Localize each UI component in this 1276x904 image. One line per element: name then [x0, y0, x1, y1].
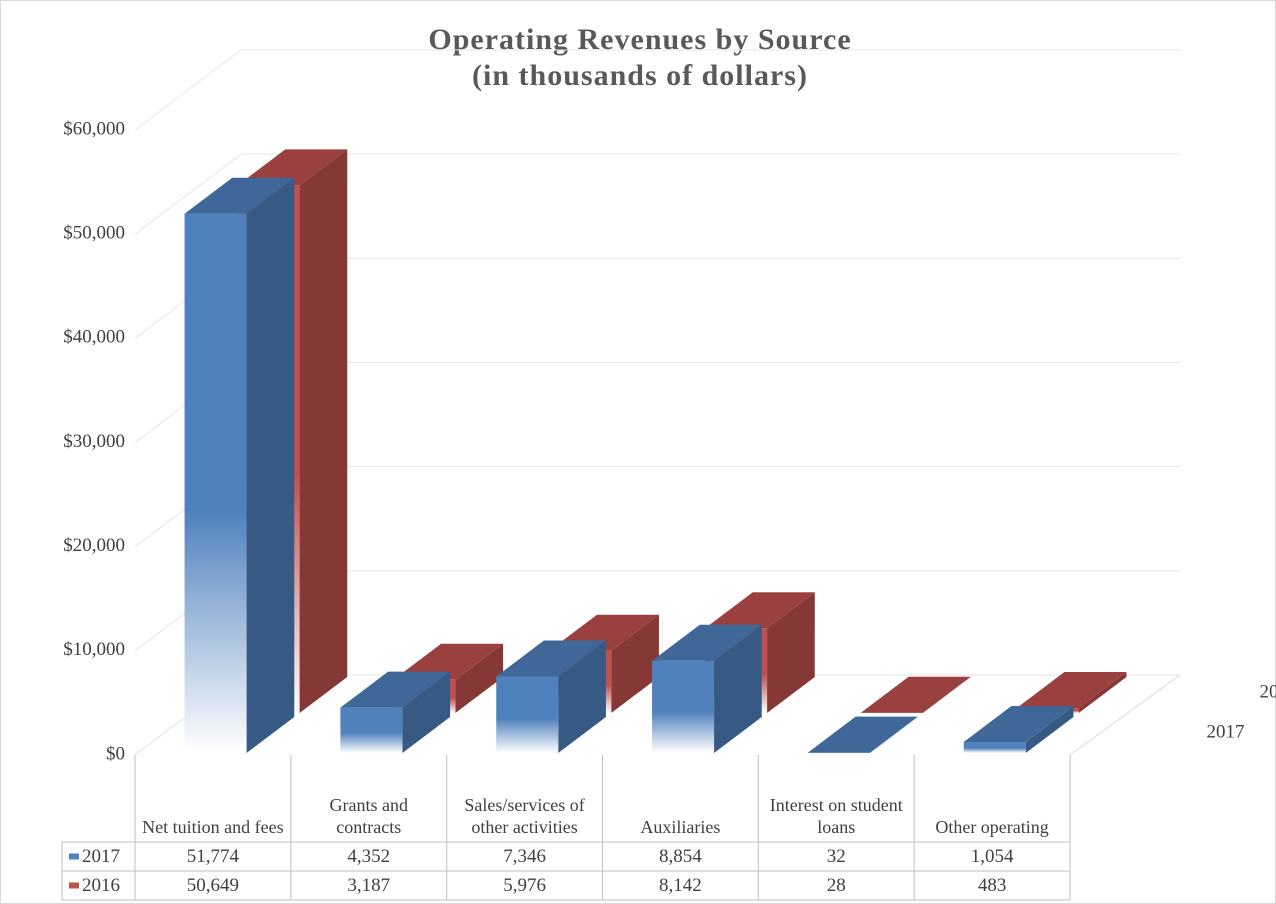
x-tick-label: Grants and contracts	[329, 795, 408, 837]
x-tick-label: Other operating	[935, 817, 1049, 837]
bar-top	[705, 592, 815, 629]
bar-side	[1025, 706, 1074, 753]
bar-top	[340, 671, 451, 708]
bar-side	[558, 640, 606, 753]
table-value: 8,854	[659, 846, 702, 867]
table-value: 50,649	[187, 875, 239, 896]
bar-top	[496, 640, 606, 677]
y-tick-label: $60,000	[63, 118, 125, 139]
bar	[496, 676, 559, 753]
bar	[184, 213, 247, 753]
x-tick-label: Sales/services of other activities	[464, 795, 585, 837]
y-tick-label: $20,000	[63, 535, 125, 556]
depth-label: 2016	[1260, 681, 1276, 702]
bar-side	[455, 643, 504, 713]
table-value: 3,187	[347, 875, 390, 896]
bar-top	[184, 177, 295, 214]
table-value: 8,142	[659, 875, 702, 896]
x-tick-label: Interest on student loans	[769, 795, 903, 837]
bar-side	[246, 177, 295, 753]
y-tick-label: $10,000	[63, 639, 125, 660]
bar-top	[237, 149, 348, 186]
legend-label: 2017	[82, 846, 120, 867]
bar-side	[767, 592, 815, 713]
x-tick-label: Auxiliaries	[640, 817, 721, 837]
table-value: 32	[827, 846, 846, 867]
table-value: 5,976	[503, 875, 546, 896]
category-cell: Auxiliaries	[640, 817, 721, 837]
bar-top	[393, 643, 504, 680]
legend-key	[69, 882, 79, 889]
bar-top	[860, 676, 971, 713]
bar-side	[299, 149, 348, 713]
y-tick-label: $40,000	[63, 327, 125, 348]
bar	[652, 660, 715, 753]
bar	[963, 742, 1026, 753]
category-cell: Sales/services of other activities	[464, 795, 585, 837]
bar-side	[714, 624, 762, 753]
bar-top	[1016, 671, 1127, 708]
bar-top	[963, 706, 1074, 743]
depth-label: 2017	[1207, 721, 1245, 742]
bar-top	[807, 716, 918, 753]
legend-key	[69, 853, 79, 860]
table-value: 7,346	[503, 846, 546, 867]
table-value: 483	[978, 875, 1007, 896]
bar-side	[1078, 671, 1127, 713]
grid-line	[134, 49, 1180, 131]
category-cell: Net tuition and fees	[142, 817, 284, 837]
bar-side	[922, 676, 971, 713]
table-value: 4,352	[347, 846, 390, 867]
y-tick-label: $30,000	[63, 431, 125, 452]
category-cell: Grants and contracts	[329, 795, 408, 837]
floor-edge	[1069, 674, 1181, 756]
legend-label: 2016	[82, 875, 120, 896]
table-value: 1,054	[971, 846, 1014, 867]
table-value: 51,774	[187, 846, 240, 867]
chart-title: Operating Revenues by Source	[428, 23, 851, 56]
category-cell: Interest on student loans	[769, 795, 903, 837]
table-value: 28	[827, 875, 846, 896]
bar	[340, 707, 403, 753]
chart-subtitle: (in thousands of dollars)	[472, 59, 808, 92]
bar-top	[652, 624, 762, 661]
bar-side	[402, 671, 451, 753]
x-tick-label: Net tuition and fees	[142, 817, 284, 837]
grid-line	[134, 153, 1180, 235]
y-tick-label: $50,000	[63, 223, 125, 244]
bar-side	[869, 716, 918, 753]
bar-side	[611, 614, 659, 713]
category-cell: Other operating	[935, 817, 1049, 837]
y-tick-label: $0	[106, 743, 125, 764]
